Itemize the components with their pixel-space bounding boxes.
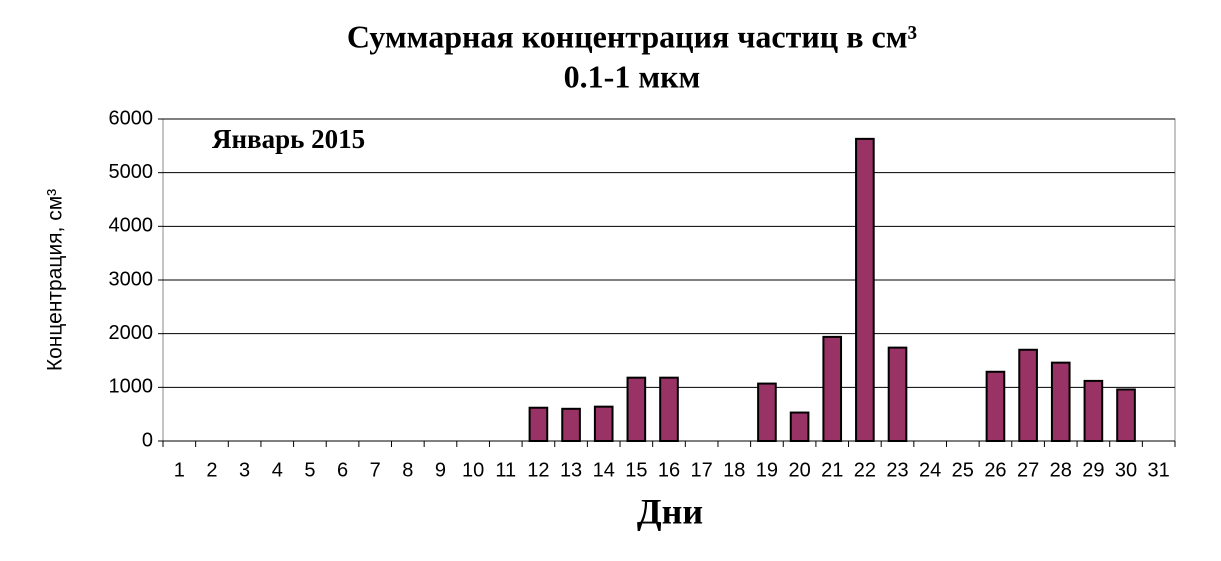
y-tick-label: 5000 [109, 161, 154, 183]
y-tick-label: 6000 [109, 107, 154, 129]
bar [1018, 348, 1038, 442]
bar [887, 346, 908, 442]
x-tick-label: 10 [462, 459, 484, 481]
y-tick-label: 0 [142, 429, 153, 451]
x-tick-label: 26 [984, 459, 1006, 481]
y-tick-label: 4000 [109, 215, 154, 237]
chart-subtitle: 0.1-1 мкм [564, 58, 701, 94]
bar [593, 405, 614, 442]
x-axis-label: Дни [637, 491, 703, 531]
chart-title: Суммарная концентрация частиц в см³ [347, 18, 917, 54]
x-tick-label: 14 [593, 459, 615, 481]
x-tick-label: 7 [370, 459, 381, 481]
x-tick-label: 25 [952, 459, 974, 481]
bar [855, 137, 875, 443]
x-tick-label: 9 [435, 459, 446, 481]
y-tick-label: 3000 [109, 268, 154, 290]
bar [1116, 388, 1136, 443]
bar [1050, 361, 1071, 442]
x-tick-label: 24 [919, 459, 941, 481]
x-tick-label: 18 [723, 459, 745, 481]
x-tick-label: 2 [206, 459, 217, 481]
bar [985, 370, 1006, 442]
x-tick-label: 16 [658, 459, 680, 481]
x-tick-label: 15 [625, 459, 647, 481]
bar [1083, 379, 1104, 443]
x-tick-label: 28 [1050, 459, 1072, 481]
x-tick-label: 30 [1115, 459, 1137, 481]
x-tick-label: 29 [1082, 459, 1104, 481]
x-tick-label: 22 [854, 459, 876, 481]
annotation: Январь 2015 [212, 124, 365, 154]
x-tick-label: 21 [821, 459, 843, 481]
bar [561, 407, 581, 442]
bar [757, 382, 777, 442]
x-tick-label: 11 [495, 459, 516, 481]
x-tick-label: 3 [239, 459, 250, 481]
x-tick-label: 31 [1148, 459, 1170, 481]
x-tick-label: 12 [527, 459, 549, 481]
x-tick-label: 27 [1017, 459, 1039, 481]
y-axis-label: Концентрация, см³ [44, 189, 67, 371]
x-tick-label: 5 [304, 459, 315, 481]
x-tick-label: 13 [560, 459, 582, 481]
x-tick-label: 17 [691, 459, 713, 481]
bar [822, 335, 843, 442]
y-tick-label: 2000 [109, 322, 154, 344]
y-tick-label: 1000 [109, 376, 154, 398]
bar [659, 376, 679, 443]
bar [789, 411, 810, 443]
x-tick-label: 19 [756, 459, 778, 481]
x-tick-label: 20 [788, 459, 810, 481]
bar [528, 406, 549, 442]
x-tick-label: 6 [337, 459, 348, 481]
x-tick-label: 8 [402, 459, 413, 481]
x-tick-label: 23 [886, 459, 908, 481]
bar [626, 376, 647, 443]
x-tick-label: 1 [174, 459, 185, 481]
x-tick-label: 4 [272, 459, 283, 481]
